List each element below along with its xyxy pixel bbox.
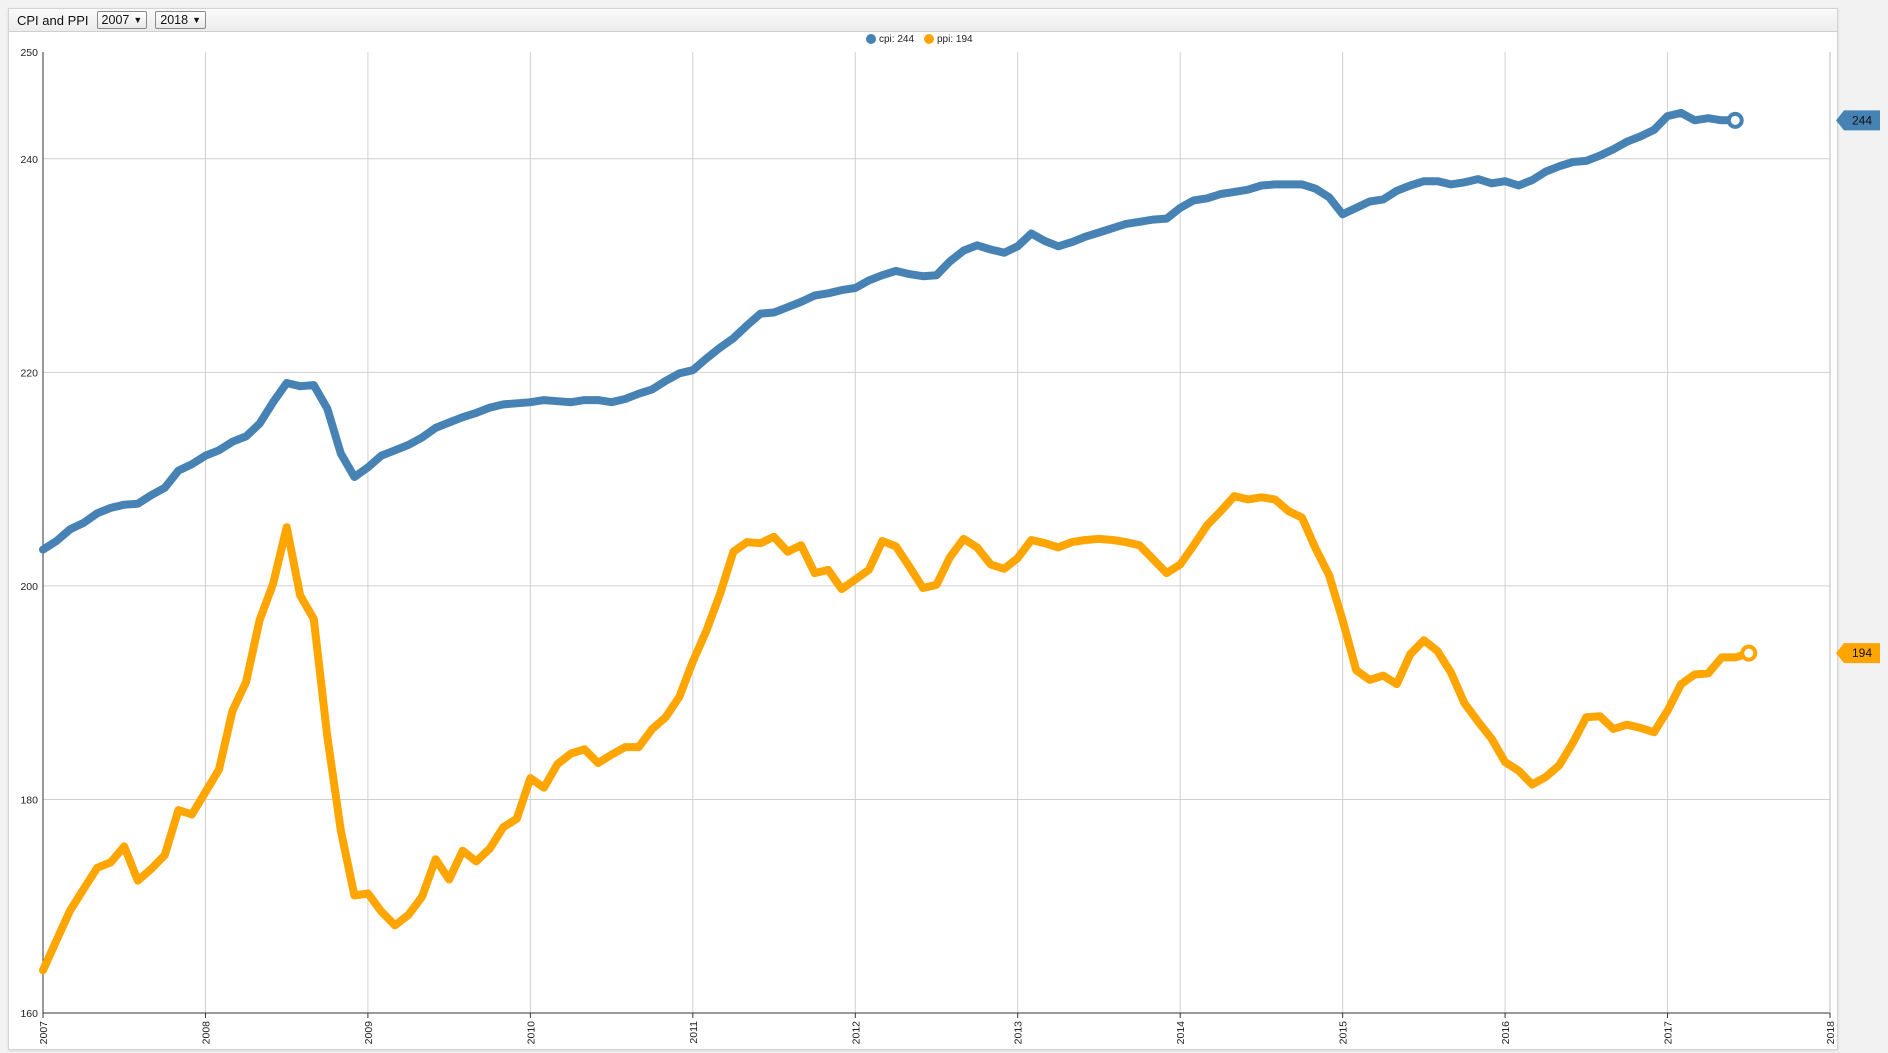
series-line-ppi: [39, 492, 1753, 975]
legend-label-ppi: ppi: 194: [937, 34, 973, 45]
value-badge-label-cpi: 244: [1852, 113, 1872, 127]
value-badge-cpi: [1836, 110, 1880, 131]
legend-marker-cpi: [866, 34, 876, 44]
y-tick-label: 180: [20, 794, 38, 806]
end-year-select[interactable]: 2018 ▼: [155, 11, 207, 29]
x-tick-label: 2012: [850, 1021, 862, 1045]
value-badge-label-ppi: 194: [1852, 646, 1872, 660]
end-year-value: 2018: [160, 13, 189, 27]
x-tick-label: 2007: [38, 1021, 50, 1045]
y-tick-label: 220: [20, 367, 38, 379]
x-tick-label: 2010: [525, 1021, 537, 1045]
x-tick-label: 2014: [1175, 1021, 1187, 1045]
x-tick-label: 2015: [1338, 1021, 1350, 1045]
dropdown-arrow-icon: ▼: [133, 15, 143, 25]
start-year-value: 2007: [101, 13, 130, 27]
series-end-marker-ppi: [1740, 644, 1758, 662]
legend-marker-ppi: [924, 34, 934, 44]
value-badge-ppi: [1836, 643, 1880, 664]
start-year-select[interactable]: 2007 ▼: [96, 11, 148, 29]
y-tick-label: 200: [20, 581, 38, 593]
toolbar: CPI and PPI 2007 ▼ 2018 ▼: [9, 9, 1837, 32]
dropdown-arrow-icon: ▼: [192, 15, 202, 25]
series-end-marker-cpi: [1726, 111, 1744, 129]
legend-label-cpi: cpi: 244: [879, 34, 914, 45]
x-tick-label: 2013: [1013, 1021, 1025, 1045]
x-tick-label: 2009: [363, 1021, 375, 1045]
x-tick-label: 2016: [1500, 1021, 1512, 1045]
y-tick-label: 160: [20, 1008, 38, 1020]
x-tick-label: 2018: [1825, 1021, 1837, 1045]
series-line-cpi: [39, 108, 1740, 554]
x-tick-label: 2011: [688, 1021, 700, 1044]
x-tick-label: 2008: [200, 1021, 212, 1045]
x-tick-label: 2017: [1663, 1021, 1675, 1045]
chart-title: CPI and PPI: [17, 12, 89, 28]
y-tick-label: 240: [20, 154, 38, 166]
y-tick-label: 250: [20, 47, 38, 59]
